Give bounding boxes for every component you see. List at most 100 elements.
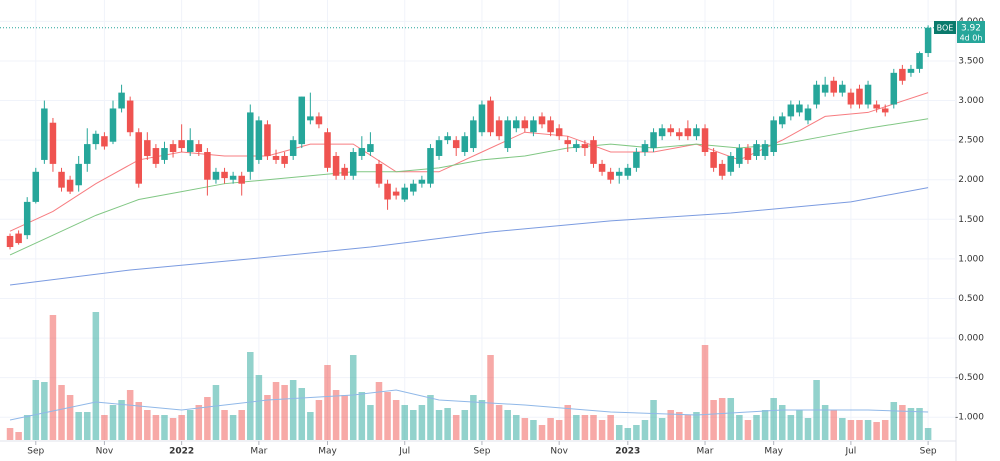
volume-bar [452, 415, 460, 440]
volume-bar [83, 412, 91, 440]
y-tick-label: 3.000 [958, 96, 984, 106]
candle-body [555, 128, 563, 137]
candle-body [839, 84, 846, 93]
candle-body [581, 144, 589, 149]
candle-body [727, 155, 735, 172]
volume-bar [624, 428, 632, 440]
volume-bar [135, 402, 143, 440]
candle-body [495, 120, 503, 137]
candle-body [298, 96, 306, 145]
volume-bar [212, 385, 220, 440]
volume-bar [470, 395, 477, 440]
volume-bar [375, 382, 383, 440]
candle-body [693, 128, 700, 137]
volume-pane [6, 312, 932, 440]
volume-bar [641, 420, 649, 440]
volume-bar [126, 390, 134, 440]
volume-average-line [9, 389, 929, 421]
volume-bar [58, 385, 65, 440]
candle-body [41, 108, 48, 160]
candle-body [881, 108, 889, 113]
candle-body [521, 120, 529, 129]
candle-body [178, 140, 185, 149]
candle-body [736, 148, 743, 164]
volume-bar [890, 402, 898, 440]
volume-bar [101, 415, 108, 440]
candle-body [152, 148, 160, 164]
candle-body [856, 88, 863, 105]
volume-bar [264, 395, 271, 440]
last-price-box [957, 21, 985, 43]
volume-bar [487, 355, 494, 440]
volume-bar [727, 398, 735, 440]
volume-bar [830, 410, 837, 440]
candle-body [478, 104, 486, 133]
volume-bar [547, 418, 554, 440]
volume-bar [581, 415, 589, 440]
volume-bar [272, 382, 280, 440]
moving-average-line [9, 118, 929, 256]
moving-average-line [9, 187, 929, 286]
candle-body [461, 136, 469, 153]
volume-bar [924, 428, 932, 440]
x-tick-label: 2023 [615, 447, 640, 457]
candle-body [332, 155, 340, 176]
candle-body [641, 144, 649, 153]
candle-body [101, 136, 108, 147]
y-tick-label: 2.000 [958, 175, 984, 185]
volume-bar [598, 420, 606, 440]
countdown: 4d 0h [960, 34, 983, 43]
candle-body [667, 128, 674, 133]
volume-bar [504, 410, 511, 440]
symbol: BOE [937, 24, 954, 33]
volume-bar [247, 352, 254, 440]
candle-body [109, 108, 117, 142]
volume-bar [23, 415, 31, 440]
candle-body [650, 132, 657, 149]
volume-bar [41, 382, 48, 440]
last-price: 3.92 [961, 24, 981, 34]
volume-bar [15, 432, 22, 440]
candle-body [684, 128, 692, 137]
candle-body [126, 100, 134, 133]
y-tick-label: -0.500 [955, 373, 984, 383]
volume-bar [49, 315, 57, 440]
candle-body [607, 171, 614, 180]
candle-body [221, 171, 228, 179]
volume-bar [667, 410, 674, 440]
candle-body [847, 92, 855, 105]
x-tick-label: Nov [550, 447, 568, 457]
volume-bar [658, 418, 666, 440]
volume-bar [92, 312, 100, 440]
volume-bar [307, 412, 314, 440]
candle-body [169, 144, 177, 153]
volume-bar [178, 415, 185, 440]
y-tick-label: 2.500 [958, 136, 984, 146]
volume-bar [615, 425, 623, 440]
y-tick-label: 0.000 [958, 334, 984, 344]
candle-body [229, 175, 237, 180]
candle-body [375, 163, 383, 184]
volume-bar [761, 410, 769, 440]
volume-bar [495, 405, 503, 440]
volume-bar [109, 405, 117, 440]
candle-body [401, 187, 408, 200]
candle-body [873, 104, 880, 109]
candle-body [615, 171, 623, 176]
volume-bar [478, 400, 486, 440]
candle-body [83, 144, 91, 164]
volume-bar [573, 415, 580, 440]
volume-bar [315, 400, 323, 440]
symbol-box [934, 21, 956, 34]
x-tick-label: Jul [398, 447, 410, 457]
candle-body [624, 167, 632, 176]
volume-bar [590, 415, 597, 440]
volume-bar [736, 415, 743, 440]
volume-bar [787, 415, 795, 440]
volume-bar [555, 420, 563, 440]
volume-bar [118, 400, 125, 440]
candle-body [753, 144, 760, 156]
axes: 4.0003.5003.0002.5002.0001.5001.0000.500… [27, 17, 984, 457]
candle-body [66, 179, 74, 192]
volume-bar [435, 410, 443, 440]
